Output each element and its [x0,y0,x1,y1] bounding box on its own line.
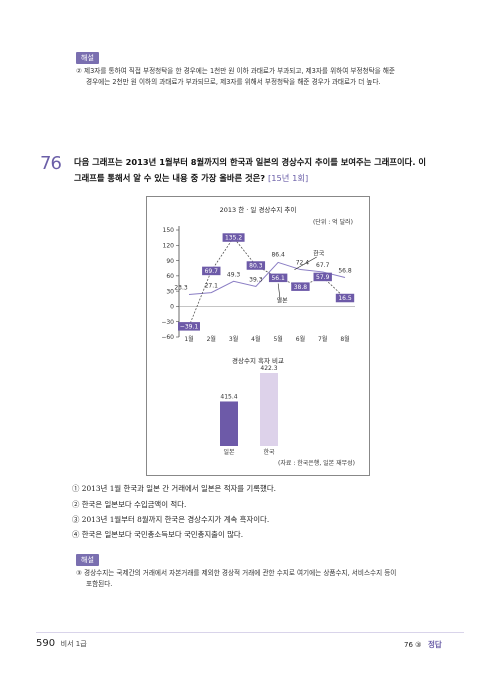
bar-category-label: 한국 [263,449,275,456]
x-tick-label: 7월 [318,335,327,343]
x-tick-label: 6월 [296,335,305,343]
japan-data-label: 135.2 [225,235,242,242]
x-tick-label: 3월 [229,335,238,343]
choice-2[interactable]: ② 한국은 일본보다 수입금액이 적다. [72,500,187,509]
korea-data-label: 67.7 [316,262,330,269]
explanation-line: ③ 경상수지는 국제간의 거래에서 자본거래를 제외한 경상적 거래에 관한 수… [76,569,397,577]
japan-data-box [335,293,355,303]
x-tick-label: 5월 [273,335,282,343]
question-text: 그래프를 통해서 알 수 있는 내용 중 가장 올바른 것은? [74,173,266,183]
korea-series-name: 한국 [313,250,325,257]
question-text-line1: 다음 그래프는 2013년 1월부터 8월까지의 한국과 일본의 경상수지 추이… [74,157,426,167]
y-tick-label: 30 [166,288,174,295]
korea-data-label: 23.3 [174,285,188,292]
y-tick-label: 90 [166,258,174,265]
x-tick-label: 2월 [207,335,216,343]
japan-pointer [277,283,281,300]
y-tick-label: −60 [161,334,174,341]
japan-data-box [222,233,245,242]
x-tick-label: 1월 [184,335,193,343]
bar-chart-title: 경상수지 흑자 비교 [232,356,284,365]
bar-japan [220,401,238,446]
japan-series-line [188,236,346,327]
x-tick-label: 4월 [251,335,260,343]
japan-data-box [313,272,332,282]
bar-value-label: 415.4 [220,393,237,400]
korea-data-label: 72.4 [296,260,310,267]
japan-data-label: 16.5 [338,295,352,302]
chart-source: (자료 : 한국은행, 일본 재무성) [278,459,355,467]
line-chart-title: 2013 한 · 일 경상수지 추이 [220,205,297,214]
book-title: 비서 1급 [60,640,87,648]
explanation-line: ② 제3자를 통하여 직접 부정청탁을 한 경우에는 1천만 원 이하 과태료가… [76,67,395,75]
japan-data-box [202,266,221,276]
japan-data-label: 57.9 [316,274,330,281]
y-tick-label: 120 [163,242,175,249]
chart-svg: 2013 한 · 일 경상수지 추이 (단위 : 억 달러) 150 120 90 60 3… [161,205,355,467]
x-tick-label: 8월 [340,335,349,343]
japan-data-label: 56.1 [271,275,285,282]
explanation-tag: 해설 [76,52,99,64]
bar-category-label: 일본 [223,448,235,456]
korea-data-label: 39.3 [249,276,263,283]
korea-data-label: 56.8 [338,267,352,274]
question-source: [15년 1회] [268,173,309,183]
choice-1[interactable]: ① 2013년 1월 한국과 일본 간 거래에서 일본은 적자를 기록했다. [72,484,276,493]
korea-data-label: 49.3 [227,271,241,278]
chart-figure: 2013 한 · 일 경상수지 추이 (단위 : 억 달러) 150 120 90 60 3… [146,196,370,476]
explanation-line: 포함된다. [86,580,113,588]
explanation-line: 경우에는 2천만 원 이하의 과태료가 부과되므로, 제3자를 위해서 부정청탁… [86,78,381,86]
korea-series-line [188,261,346,296]
y-tick-label: 0 [170,304,174,311]
japan-data-label: 38.8 [294,284,308,291]
y-tick-label: 150 [163,227,175,234]
korea-data-label: 86.4 [271,251,285,258]
japan-data-label: −39.1 [180,324,199,331]
y-tick-label: −30 [161,319,174,326]
bar-value-label: 422.3 [260,365,277,372]
question-text-line2: 그래프를 통해서 알 수 있는 내용 중 가장 올바른 것은? [15년 1회] [74,170,308,186]
japan-data-box [291,282,310,291]
answer-label: 정답 [427,640,442,649]
line-chart-unit: (단위 : 억 달러) [313,218,353,226]
footer-left: 590 비서 1급 [36,638,87,649]
korea-data-label: 27.1 [205,283,219,290]
choice-4[interactable]: ④ 한국은 일본보다 국민총소득보다 국민총지출이 많다. [72,530,244,539]
japan-data-box [178,322,200,331]
footer-rule [36,632,464,633]
japan-data-box [246,261,266,270]
japan-series-name: 일본 [277,296,289,304]
bar-korea [260,373,278,446]
japan-data-label: 80.3 [249,263,263,270]
y-tick-label: 60 [166,273,174,280]
japan-data-label: 69.7 [205,268,219,275]
question-number: 76 [40,153,62,174]
choice-3[interactable]: ③ 2013년 1월부터 8월까지 한국은 경상수지가 계속 흑자이다. [72,515,270,524]
korea-pointer [294,256,317,271]
japan-data-box [268,273,288,283]
page-number: 590 [36,638,56,649]
footer-right: 76 ③ 정답 [404,639,442,650]
explanation-tag: 해설 [76,554,99,566]
answer-ref: 76 ③ [404,641,422,649]
